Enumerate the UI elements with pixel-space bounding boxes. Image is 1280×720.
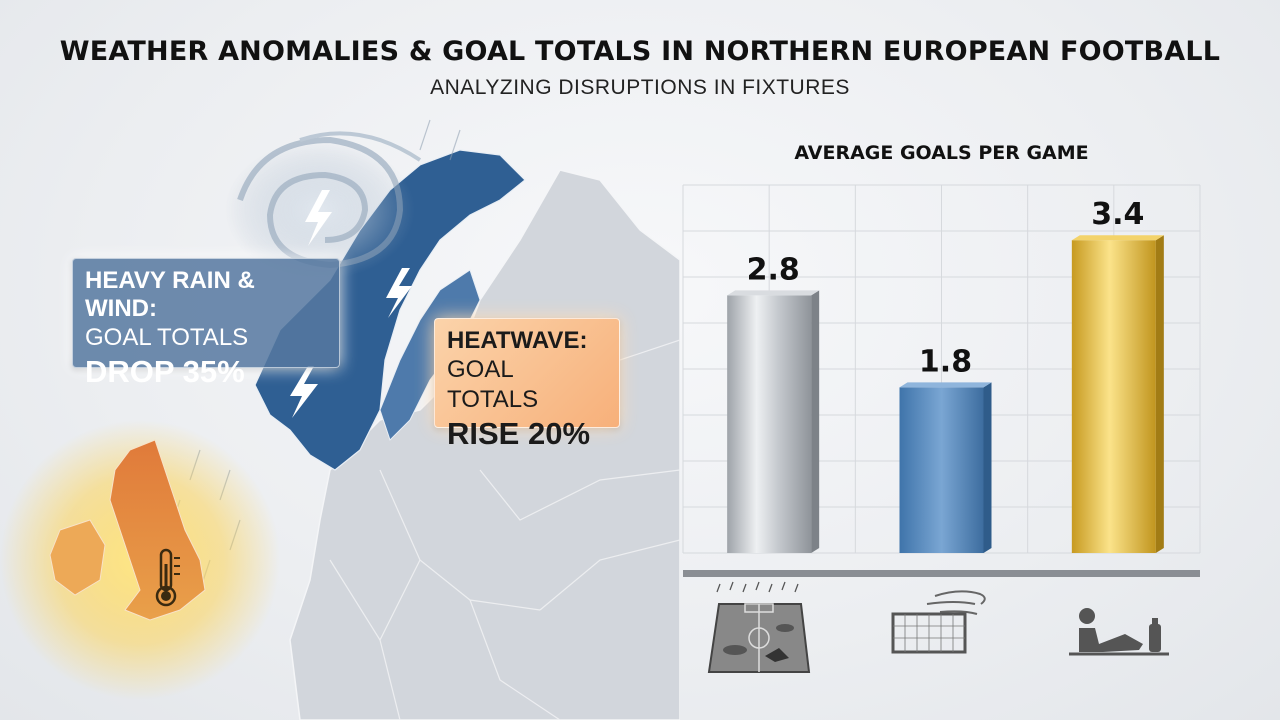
page-title: WEATHER ANOMALIES & GOAL TOTALS IN NORTH… bbox=[59, 36, 1221, 67]
chart-title: AVERAGE GOALS PER GAME bbox=[794, 142, 1089, 164]
storm-icon bbox=[225, 131, 422, 280]
great-britain-region bbox=[109, 439, 206, 621]
lightning-icon bbox=[305, 190, 332, 246]
europe-map bbox=[0, 119, 680, 720]
bar-3-value-label: 3.4 bbox=[1091, 197, 1144, 232]
bar-2-side bbox=[983, 382, 992, 553]
bar-3-top bbox=[1071, 235, 1164, 241]
page-subtitle: ANALYZING DISRUPTIONS IN FIXTURES bbox=[430, 76, 850, 99]
rain-callout-subheading: GOAL TOTALS bbox=[85, 324, 249, 351]
thermometer-icon bbox=[155, 548, 180, 607]
heat-callout-heading: HEATWAVE: bbox=[447, 327, 588, 354]
rain-callout-value: DROP 35% bbox=[85, 354, 245, 389]
rain-callout: HEAVY RAIN & WIND: GOAL TOTALS DROP 35% bbox=[72, 258, 340, 389]
bar-1 bbox=[727, 295, 812, 553]
bar-1-side bbox=[811, 290, 820, 553]
heat-callout-value: RISE 20% bbox=[447, 416, 591, 451]
rain-callout-heading: HEAVY RAIN & WIND: bbox=[85, 267, 255, 322]
bar-1-value-label: 2.8 bbox=[747, 252, 800, 287]
chart-baseline bbox=[683, 570, 1200, 577]
heat-callout-subheading: GOAL TOTALS bbox=[447, 356, 539, 413]
goals-bar-chart: 2.8 1.8 3.4 bbox=[682, 184, 1201, 577]
lightning-icon bbox=[290, 366, 318, 418]
ireland-region bbox=[49, 519, 106, 596]
bar-1-top bbox=[727, 290, 820, 296]
bar-3 bbox=[1071, 240, 1156, 553]
heat-callout: HEATWAVE: GOAL TOTALS RISE 20% bbox=[434, 318, 620, 451]
bar-2-value-label: 1.8 bbox=[919, 344, 972, 379]
waterlogged-pitch-icon bbox=[707, 581, 811, 673]
tired-player-icon bbox=[1069, 608, 1169, 656]
bar-2-top bbox=[899, 382, 992, 388]
bar-3-side bbox=[1155, 235, 1164, 553]
wind-goal-icon bbox=[891, 590, 986, 654]
bar-2 bbox=[899, 387, 984, 553]
lightning-icon bbox=[386, 268, 412, 318]
